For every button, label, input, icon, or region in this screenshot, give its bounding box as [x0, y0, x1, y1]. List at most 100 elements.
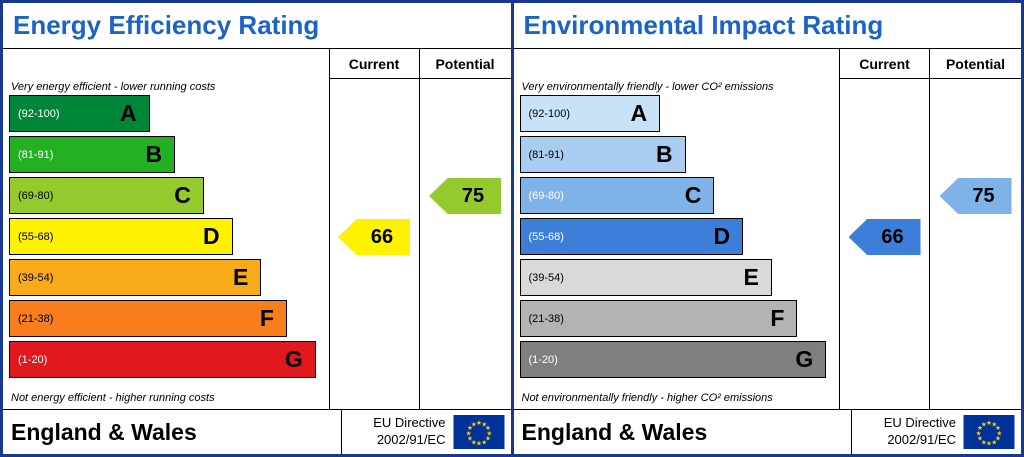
- band-letter: F: [770, 305, 785, 331]
- band-letter: C: [684, 182, 702, 208]
- svg-text:★: ★: [486, 429, 492, 437]
- band-letter: G: [284, 346, 303, 372]
- header-spacer: [3, 49, 329, 79]
- energy-current-value: 66: [370, 225, 394, 248]
- region-label: England & Wales: [521, 418, 708, 445]
- environmental-bottom-note: Not environmentally friendly - higher CO…: [521, 392, 773, 404]
- svg-text:★: ★: [986, 440, 992, 448]
- band-range: (92-100): [18, 107, 60, 120]
- svg-text:★: ★: [991, 438, 997, 446]
- svg-text:★: ★: [470, 438, 476, 446]
- potential-column-header: Potential: [419, 49, 511, 79]
- rating-band-a: (92-100) A: [9, 95, 150, 132]
- eu-directive-line1: EU Directive: [883, 415, 956, 431]
- band-range: (21-38): [18, 312, 54, 325]
- energy-panel-body: Very energy efficient - lower running co…: [3, 49, 511, 409]
- environmental-current-arrow: 66: [848, 219, 921, 255]
- svg-text:★: ★: [481, 438, 487, 446]
- rating-band-f: (21-38) F: [9, 300, 287, 337]
- svg-text:★: ★: [467, 424, 473, 432]
- energy-potential-arrow: 75: [429, 178, 501, 214]
- rating-band-b: (81-91) B: [9, 136, 176, 173]
- energy-efficiency-panel: Energy Efficiency Rating Very energy eff…: [3, 3, 511, 454]
- environmental-impact-panel: Environmental Impact Rating Very environ…: [510, 3, 1021, 454]
- eu-flag-icon: ★ ★★ ★★★ ★★★ ★★★: [453, 415, 504, 449]
- environmental-panel-title: Environmental Impact Rating: [513, 3, 1021, 49]
- energy-panel-footer: England & Wales EU Directive 2002/91/EC …: [3, 409, 511, 454]
- rating-band-c: (69-80) C: [9, 177, 204, 214]
- rating-band-a: (92-100) A: [519, 95, 661, 132]
- svg-text:★: ★: [977, 424, 983, 432]
- band-range: (21-38): [528, 312, 564, 325]
- svg-text:★: ★: [986, 419, 992, 427]
- svg-text:★: ★: [981, 438, 987, 446]
- band-range: (81-91): [528, 148, 564, 161]
- environmental-potential-column: Potential 75: [929, 49, 1021, 409]
- energy-potential-value: 75: [461, 184, 485, 207]
- svg-text:★: ★: [485, 435, 491, 443]
- svg-text:★: ★: [470, 420, 476, 428]
- band-letter: A: [630, 100, 648, 126]
- band-range: (81-91): [18, 148, 54, 161]
- svg-text:★: ★: [996, 429, 1002, 437]
- rating-band-d: (55-68) D: [519, 218, 744, 255]
- band-letter: D: [713, 223, 731, 249]
- band-range: (69-80): [18, 189, 54, 202]
- energy-current-arrow: 66: [338, 219, 410, 255]
- svg-text:★: ★: [976, 429, 982, 437]
- environmental-current-column: Current 66: [839, 49, 929, 409]
- band-letter: F: [259, 305, 274, 331]
- energy-panel-title: Energy Efficiency Rating: [3, 3, 511, 49]
- region-label: England & Wales: [11, 418, 197, 445]
- svg-text:★: ★: [476, 419, 482, 427]
- band-range: (1-20): [528, 353, 558, 366]
- band-letter: D: [203, 223, 220, 249]
- band-letter: C: [174, 182, 191, 208]
- header-spacer: [514, 49, 840, 79]
- energy-chart-area: Very energy efficient - lower running co…: [3, 49, 329, 409]
- band-letter: A: [119, 100, 137, 126]
- band-range: (55-68): [528, 230, 564, 243]
- eu-directive-text: EU Directive 2002/91/EC: [373, 415, 445, 449]
- svg-text:★: ★: [981, 420, 987, 428]
- rating-band-d: (55-68) D: [9, 218, 233, 255]
- rating-band-c: (69-80) C: [519, 177, 715, 214]
- energy-top-note: Very energy efficient - lower running co…: [11, 81, 216, 93]
- eu-directive-line1: EU Directive: [373, 415, 446, 431]
- band-letter: B: [656, 141, 673, 167]
- eu-directive-cell: EU Directive 2002/91/EC ★ ★ ★ ★ ★ ★ ★ ★ ★ ★ ★ ★: [851, 410, 1021, 454]
- environmental-potential-arrow: 75: [939, 178, 1012, 214]
- environmental-bands: (92-100) A (81-91) B (69-80) C (55-68) D: [514, 95, 840, 378]
- environmental-current-value: 66: [881, 225, 904, 248]
- eu-directive-line2: 2002/91/EC: [887, 432, 956, 447]
- rating-band-e: (39-54) E: [519, 259, 772, 296]
- band-range: (55-68): [18, 230, 54, 243]
- rating-band-g: (1-20) G: [519, 341, 827, 378]
- band-range: (92-100): [528, 107, 571, 120]
- rating-band-f: (21-38) F: [519, 300, 798, 337]
- environmental-panel-footer: England & Wales EU Directive 2002/91/EC …: [513, 409, 1021, 454]
- energy-bands: (92-100) A (81-91) B (69-80) C (55-68) D: [3, 95, 329, 378]
- band-range: (39-54): [18, 271, 54, 284]
- environmental-potential-value: 75: [972, 184, 995, 207]
- energy-potential-column: Potential 75: [418, 49, 511, 409]
- environmental-top-note: Very environmentally friendly - lower CO…: [521, 81, 774, 93]
- rating-band-e: (39-54) E: [9, 259, 262, 296]
- band-letter: B: [145, 141, 163, 167]
- eu-directive-cell: EU Directive 2002/91/EC ★ ★ ★ ★ ★ ★ ★ ★ ★ ★ ★ ★: [340, 410, 511, 454]
- svg-text:★: ★: [995, 435, 1001, 443]
- svg-text:★: ★: [476, 440, 482, 448]
- eu-flag-icon: ★ ★★ ★★★ ★★★ ★★★: [963, 415, 1015, 449]
- eu-directive-text: EU Directive 2002/91/EC: [884, 415, 956, 449]
- energy-bottom-note: Not energy efficient - higher running co…: [11, 392, 215, 404]
- current-column-header: Current: [840, 49, 929, 79]
- band-letter: E: [233, 264, 249, 290]
- svg-text:★: ★: [467, 435, 473, 443]
- energy-current-column: Current 66: [328, 49, 419, 409]
- environmental-chart-area: Very environmentally friendly - lower CO…: [514, 49, 840, 409]
- svg-text:★: ★: [481, 420, 487, 428]
- svg-text:★: ★: [485, 424, 491, 432]
- band-letter: E: [743, 264, 759, 290]
- rating-band-b: (81-91) B: [519, 136, 686, 173]
